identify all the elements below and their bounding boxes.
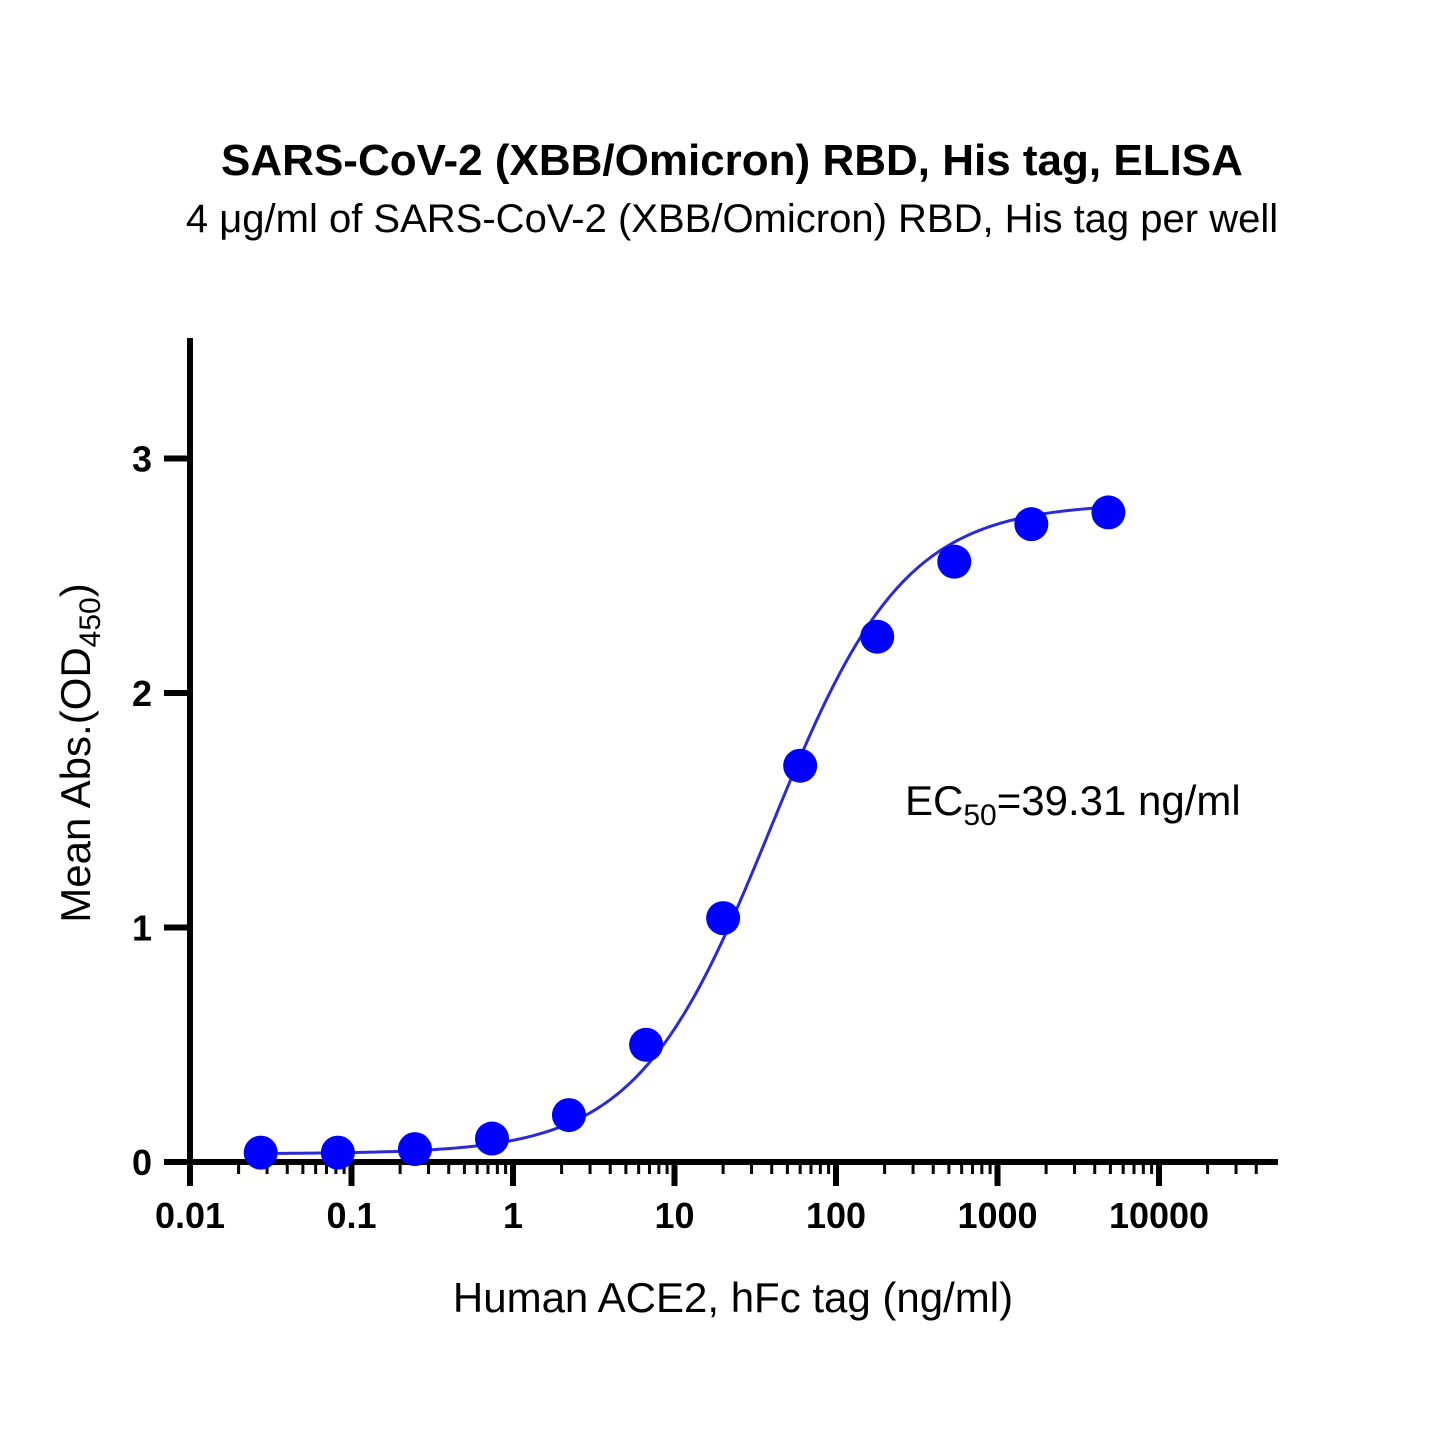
data-point [706,901,741,936]
chart-subtitle: 4 μg/ml of SARS-CoV-2 (XBB/Omicron) RBD,… [186,197,1278,241]
y-tick-label: 1 [132,908,152,949]
x-axis-label: Human ACE2, hFc tag (ng/ml) [453,1274,1013,1321]
x-tick-label: 10 [654,1195,694,1236]
data-point [1091,495,1126,530]
data-point [243,1135,278,1170]
ec50-annotation: EC50=39.31 ng/ml [905,777,1241,832]
data-point [320,1135,355,1170]
data-point [937,544,972,579]
y-tick-label: 3 [132,439,152,480]
data-point [397,1132,432,1167]
data-points [243,495,1126,1170]
x-tick-label: 0.1 [326,1195,376,1236]
x-tick-label: 100 [806,1195,866,1236]
data-point [1014,507,1049,542]
x-tick-label: 1000 [957,1195,1037,1236]
x-tick-label: 0.01 [155,1195,225,1236]
y-tick-label: 0 [132,1142,152,1183]
y-tick-label: 2 [132,673,152,714]
data-point [629,1027,664,1062]
data-point [474,1121,509,1156]
x-axis: 0.01 0.1 1 10 100 1000 10000 [155,1159,1278,1236]
x-tick-label: 1 [503,1195,523,1236]
chart-title: SARS-CoV-2 (XBB/Omicron) RBD, His tag, E… [221,136,1243,185]
y-axis-label: Mean Abs.(OD450) [52,583,107,923]
data-point [551,1098,586,1133]
data-point [783,748,818,783]
data-point [860,619,895,654]
x-tick-label: 10000 [1109,1195,1209,1236]
y-axis: 0 1 2 3 [132,338,193,1183]
